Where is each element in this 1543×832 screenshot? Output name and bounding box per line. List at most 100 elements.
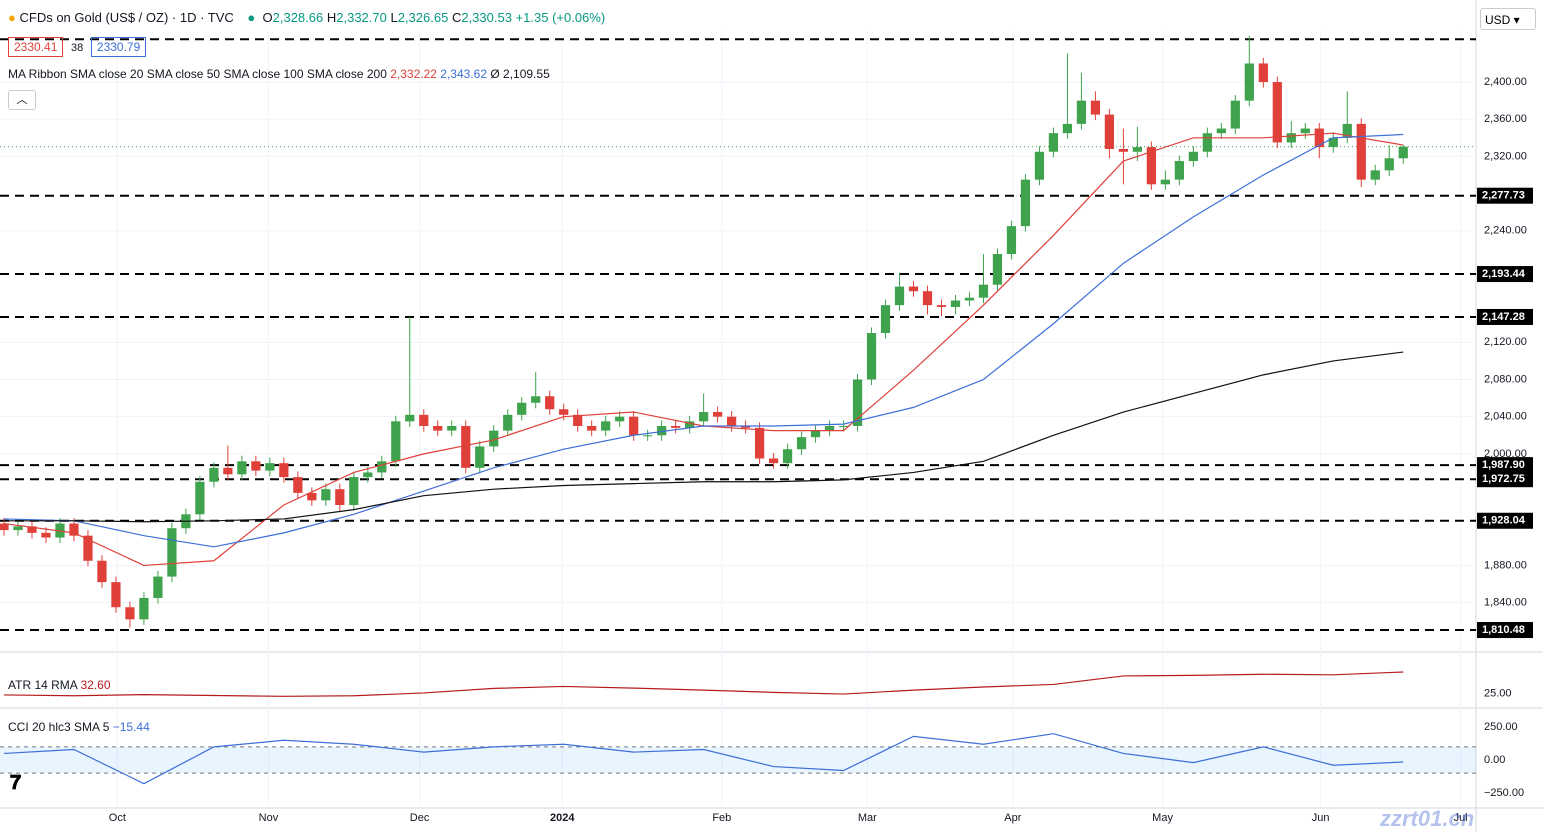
candle-body — [978, 284, 989, 298]
ma100-value: Ø — [490, 67, 500, 81]
candle-body — [964, 297, 975, 301]
currency-select[interactable]: USD ▾ — [1480, 8, 1536, 30]
x-tick-label: May — [1152, 812, 1173, 824]
candle-body — [237, 461, 247, 475]
c-label: C — [451, 10, 462, 25]
candle-body — [377, 461, 387, 473]
candle-body — [265, 463, 275, 471]
ma50-value: 2,343.62 — [440, 67, 487, 81]
x-tick-label: Feb — [712, 812, 731, 824]
cci-value: −15.44 — [112, 720, 150, 734]
y-tick-label: 2,040.00 — [1484, 411, 1527, 423]
c-value: 2,330.53 — [461, 10, 512, 25]
ma200-value: 2,109.55 — [503, 67, 550, 81]
x-tick-label: Jul — [1454, 812, 1468, 824]
o-value: 2,328.66 — [272, 10, 324, 25]
x-tick-label: Jun — [1312, 812, 1330, 824]
change: +1.35 (+0.06%) — [515, 10, 606, 25]
candle-body — [685, 421, 695, 428]
candle-body — [657, 425, 667, 436]
candle-body — [559, 409, 569, 415]
candle-body — [1202, 133, 1212, 152]
candle-body — [1398, 146, 1408, 159]
atr-legend: ATR 14 RMA 32.60 — [8, 678, 111, 692]
candle-body — [1188, 151, 1198, 162]
currency: USD — [1485, 13, 1511, 27]
y-tick-label: 2,320.00 — [1484, 150, 1527, 162]
y-tick-label: 2,360.00 — [1484, 113, 1527, 125]
ma-label: MA Ribbon SMA close 20 SMA close 50 SMA … — [8, 67, 387, 81]
candle-body — [894, 286, 905, 306]
candle-body — [1230, 100, 1240, 129]
candle-body — [601, 421, 611, 431]
candle-body — [405, 414, 415, 422]
h-value: 2,332.70 — [336, 10, 387, 25]
level-label: 1,810.48 — [1482, 624, 1525, 636]
candle-body — [1160, 179, 1170, 185]
candle-body — [1020, 179, 1031, 227]
moving-average — [4, 351, 1404, 523]
atr-tick-label: 25.00 — [1484, 687, 1512, 699]
collapse-button[interactable]: ︿ — [8, 90, 36, 110]
candle-body — [0, 523, 9, 531]
candle-body — [1076, 100, 1087, 124]
level-label: 2,277.73 — [1482, 190, 1525, 202]
candle-body — [796, 437, 807, 450]
y-tick-label: 1,840.00 — [1484, 596, 1527, 608]
symbol-icon: ● — [8, 10, 16, 25]
y-tick-label: 2,240.00 — [1484, 225, 1527, 237]
o-label: O — [262, 10, 273, 25]
level-label: 2,193.44 — [1482, 268, 1526, 280]
candle-body — [461, 425, 471, 468]
level-label: 1,928.04 — [1482, 515, 1526, 527]
candle-body — [1090, 100, 1101, 115]
ma20-value: 2,332.22 — [390, 67, 437, 81]
candle-body — [545, 396, 555, 410]
candle-body — [699, 412, 709, 422]
level-label-box — [1477, 187, 1533, 204]
candle-body — [782, 449, 793, 464]
candle-body — [531, 396, 541, 403]
level-label-box — [1477, 457, 1533, 474]
x-tick-label: 2024 — [550, 812, 575, 824]
x-tick-label: Nov — [259, 812, 279, 824]
cci-band — [0, 746, 1476, 774]
h-label: H — [326, 10, 337, 25]
candle-body — [1300, 128, 1310, 134]
cci-tick-label: 0.00 — [1484, 754, 1505, 766]
l-value: 2,326.65 — [397, 10, 449, 25]
candle-body — [1272, 82, 1282, 143]
level-label-box — [1477, 512, 1533, 529]
candle-body — [111, 582, 121, 608]
candle-body — [13, 526, 23, 531]
header: ● CFDs on Gold (US$ / OZ) · 1D · TVC ● O… — [8, 10, 605, 25]
candle-body — [447, 425, 457, 431]
watermark: zzrt01.cn — [1380, 806, 1475, 831]
candle-body — [726, 416, 737, 426]
candle-body — [279, 463, 289, 478]
candle-body — [1174, 161, 1184, 180]
candle-body — [223, 467, 233, 475]
moving-average — [3, 132, 1404, 567]
candle-body — [1006, 226, 1017, 255]
ask-button[interactable]: 2330.79 — [90, 37, 147, 57]
candle-body — [97, 560, 107, 583]
candle-body — [209, 467, 219, 482]
spread: 38 — [71, 42, 84, 54]
y-tick-label: 2,400.00 — [1484, 76, 1527, 88]
candle-body — [838, 425, 849, 427]
candle-body — [1132, 147, 1143, 152]
candle-body — [1328, 137, 1338, 148]
candle-body — [880, 305, 891, 334]
atr-label: ATR 14 RMA — [8, 678, 78, 692]
candle-body — [992, 254, 1003, 285]
candle-body — [615, 416, 625, 422]
candle-body — [83, 535, 93, 561]
candle-body — [1048, 133, 1059, 152]
candle-body — [810, 430, 821, 438]
candle-body — [433, 425, 443, 431]
bid-button[interactable]: 2330.41 — [8, 37, 64, 57]
candle-body — [824, 425, 835, 431]
candle-body — [27, 526, 37, 533]
